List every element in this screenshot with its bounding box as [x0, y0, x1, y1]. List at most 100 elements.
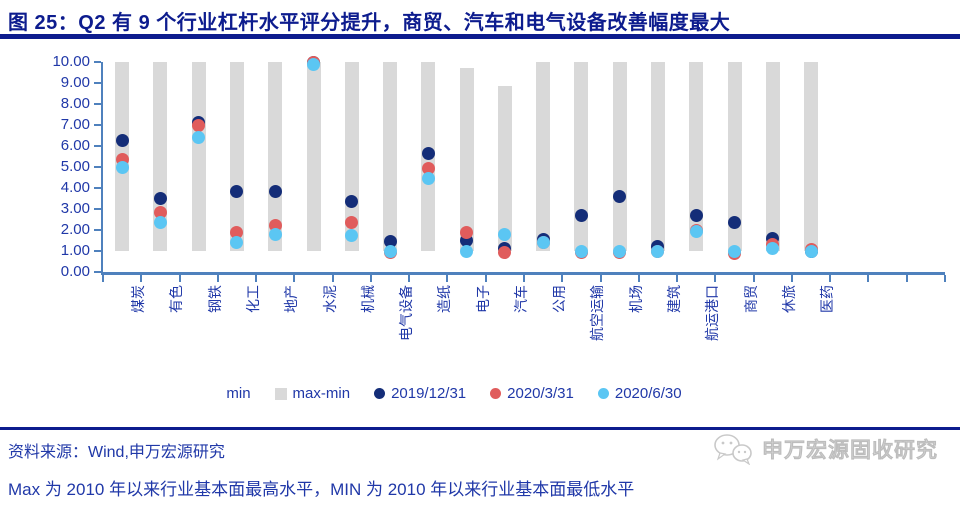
y-axis-tick: [94, 145, 101, 147]
range-bar: [689, 62, 704, 251]
dot-2019-12-31: [574, 208, 588, 222]
range-bar: [650, 62, 665, 251]
y-axis-tick: [94, 208, 101, 210]
watermark: 申万宏源固收研究: [712, 433, 938, 465]
y-axis-label: 2.00: [60, 221, 90, 238]
y-axis-label: 4.00: [60, 179, 90, 196]
legend-item: max-min: [274, 385, 350, 402]
category-label: 机场: [627, 285, 644, 313]
x-axis-tick: [484, 275, 487, 282]
dot-2020-6-30: [804, 244, 818, 258]
x-axis-tick: [790, 275, 793, 282]
legend-label: min: [226, 385, 251, 402]
dot-2019-12-31: [115, 134, 129, 148]
dot-2020-6-30: [345, 228, 359, 242]
category-label: 电子: [474, 285, 491, 313]
x-axis-tick: [752, 275, 755, 282]
legend-square-swatch: [274, 387, 287, 400]
x-axis-tick: [446, 275, 449, 282]
dot-2019-12-31: [728, 216, 741, 230]
footer-divider: [0, 427, 960, 430]
x-axis-tick: [905, 275, 908, 282]
y-axis-tick: [94, 124, 101, 126]
x-axis-tick: [523, 275, 525, 282]
y-axis-label: 9.00: [60, 74, 90, 91]
legend-item: 2020/3/31: [490, 385, 574, 402]
y-axis-tick: [94, 250, 101, 252]
category-label: 建筑: [665, 285, 682, 313]
range-bar: [306, 62, 321, 251]
dot-2020-3-31: [153, 205, 167, 219]
x-axis-tick: [944, 275, 946, 282]
dot-2019-12-31: [153, 192, 167, 205]
leverage-score-chart: 10.00 9.00 8.00 7.00 6.00 5.00 4.00 3.00 2.00 1.0…: [0, 45, 960, 383]
dot-2019-12-31: [421, 146, 435, 160]
dot-2020-6-30: [460, 244, 474, 258]
dot-2020-6-30: [383, 244, 397, 258]
category-label: 汽车: [512, 285, 529, 313]
definition-note: Max 为 2010 年以来行业基本面最高水平，MIN 为 2010 年以来行业…: [8, 480, 635, 499]
dot-2020-6-30: [766, 242, 780, 256]
dot-2020-3-31: [498, 245, 512, 259]
x-axis-tick: [102, 275, 104, 282]
x-axis-tick: [867, 275, 870, 282]
y-axis-tick: [94, 166, 101, 168]
dot-2020-6-30: [689, 224, 703, 238]
y-axis-tick: [94, 61, 101, 63]
category-label: 休旅: [780, 285, 797, 313]
legend-circle-swatch: [374, 388, 386, 399]
range-bar: [383, 62, 398, 251]
dot-2020-3-31: [460, 225, 474, 239]
x-axis-tick: [178, 275, 181, 282]
category-label: 化工: [244, 285, 261, 313]
x-axis-tick: [714, 275, 717, 282]
dot-2020-6-30: [498, 227, 512, 241]
category-label: 水泥: [321, 285, 338, 313]
dot-2020-6-30: [192, 131, 206, 145]
y-axis-label: 8.00: [60, 95, 90, 112]
y-axis-label: 6.00: [60, 137, 90, 154]
category-label: 医药: [819, 285, 836, 313]
range-bar: [804, 62, 819, 251]
x-axis-tick: [637, 275, 640, 282]
dot-2020-3-31: [421, 161, 435, 175]
range-bar: [497, 86, 512, 251]
dot-2020-6-30: [230, 236, 244, 250]
category-label: 地产: [283, 285, 300, 313]
title-underline: [0, 34, 960, 39]
dot-2020-6-30: [153, 216, 167, 230]
category-label: 煤炭: [130, 285, 147, 313]
dot-2020-6-30: [307, 57, 320, 71]
range-bar: [536, 62, 551, 251]
x-axis-tick: [216, 275, 219, 282]
category-label: 商贸: [742, 285, 759, 313]
range-bar: [574, 62, 589, 251]
dot-2020-3-31: [192, 118, 206, 132]
watermark-text: 申万宏源固收研究: [762, 439, 938, 463]
y-axis-label: 3.00: [60, 200, 90, 217]
x-axis-tick: [408, 275, 411, 282]
legend-item: 2020/6/30: [597, 385, 682, 402]
legend-label: 2019/12/31: [391, 385, 467, 402]
x-axis-tick: [255, 275, 258, 282]
category-label: 电气设备: [398, 285, 415, 341]
y-axis-label: 0.00: [60, 263, 90, 280]
range-bar: [612, 62, 627, 251]
range-bar: [765, 62, 780, 251]
dot-2020-6-30: [536, 236, 550, 250]
dot-2019-12-31: [613, 189, 627, 203]
dot-2020-3-31: [230, 225, 244, 239]
dot-2020-6-30: [728, 244, 741, 258]
x-axis-tick: [140, 275, 143, 282]
category-label: 航空运输: [589, 285, 606, 341]
dot-2019-12-31: [345, 195, 359, 209]
category-label: 机械: [359, 285, 376, 313]
y-axis-label: 10.00: [52, 53, 90, 70]
range-bar: [727, 62, 742, 251]
dot-2020-6-30: [421, 172, 435, 186]
plot-area: [94, 55, 946, 282]
y-axis-tick: [94, 82, 101, 84]
legend-empty-swatch: [218, 388, 220, 400]
category-label: 有色: [168, 285, 185, 313]
